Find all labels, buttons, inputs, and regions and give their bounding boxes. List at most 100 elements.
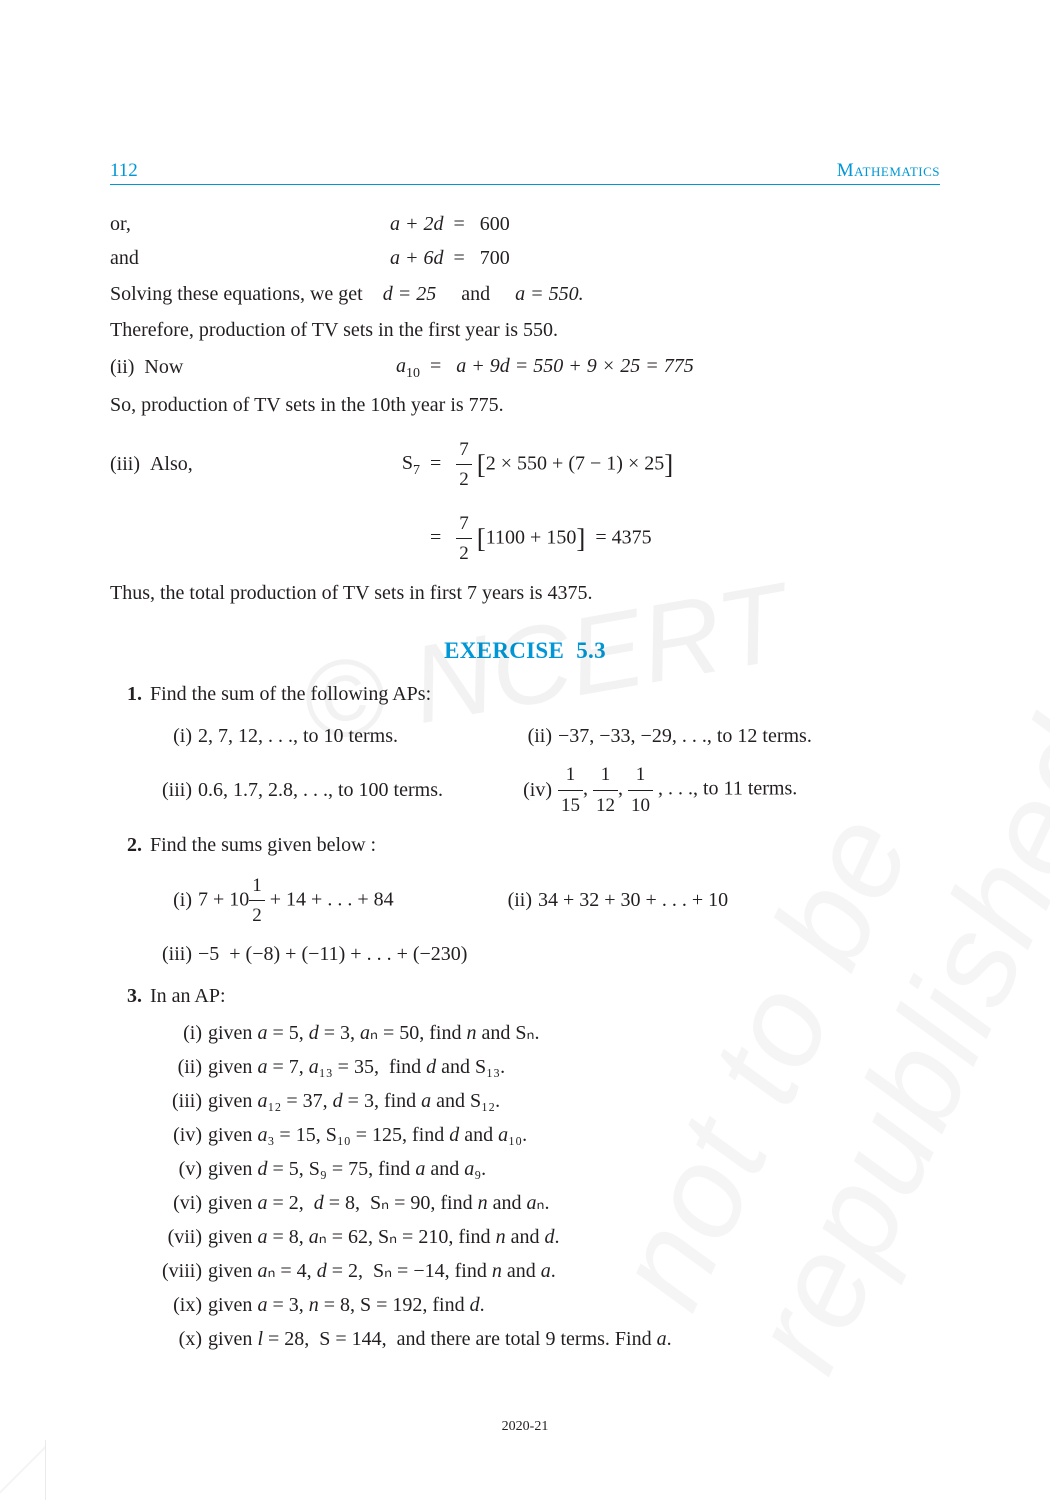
q-number: 3. — [110, 981, 150, 1012]
d-value: d = 25 — [383, 283, 437, 305]
q1-subitems: (i) 2, 7, 12, . . ., to 10 terms. (ii) −… — [148, 716, 940, 824]
denom: 2 — [456, 465, 472, 494]
denom: 10 — [628, 791, 653, 820]
bracket-content: 2 × 550 + (7 − 1) × 25 — [486, 452, 664, 474]
sub-item: (vi)given a = 2, d = 8, Sₙ = 90, find n … — [148, 1188, 868, 1219]
numer: 1 — [249, 871, 265, 901]
eq-label: or, — [110, 209, 390, 240]
equation-line: S7 = 72 [2 × 550 + (7 − 1) × 25] — [390, 435, 673, 495]
eq-rhs: 700 — [480, 247, 510, 269]
sub-text: given l = 28, S = 144, and there are tot… — [208, 1324, 672, 1355]
page-header: 112 Mathematics — [110, 160, 940, 185]
textbook-page: © NCERT not to be republished 112 Mathem… — [0, 0, 1050, 1398]
question-2: 2. Find the sums given below : — [110, 830, 940, 861]
sub-item: (iii) −5 + (−8) + (−11) + . . . + (−230) — [148, 939, 940, 971]
sub-item: (iv) 115, 112, 110 , . . ., to 11 terms. — [508, 760, 868, 820]
exercise-title: EXERCISE 5.3 — [110, 633, 940, 669]
eq-label: (iii) Also, — [110, 449, 390, 480]
numer: 7 — [456, 509, 472, 539]
roman: (ii) — [488, 885, 538, 916]
denom: 2 — [456, 539, 472, 568]
therefore-line: Therefore, production of TV sets in the … — [110, 315, 940, 346]
q2-subitems: (i) 7 + 1012 + 14 + . . . + 84 (ii) 34 +… — [148, 867, 940, 975]
sub-item: (iii) 0.6, 1.7, 2.8, . . ., to 100 terms… — [148, 760, 508, 820]
q-number: 2. — [110, 830, 150, 861]
q-text: In an AP: — [150, 981, 940, 1012]
roman: (i) — [148, 721, 198, 752]
sub-text: 2, 7, 12, . . ., to 10 terms. — [198, 721, 398, 752]
fraction: 72 — [456, 509, 472, 569]
subscript: 7 — [413, 463, 420, 478]
roman: (vii) — [148, 1222, 208, 1253]
equation-line: a + 2d = 600 — [390, 209, 510, 240]
subject-label: Mathematics — [837, 160, 940, 182]
eq-label: (ii) Now — [110, 352, 390, 383]
roman: (iii) — [148, 775, 198, 806]
numer: 1 — [593, 760, 618, 790]
denom: 15 — [558, 791, 583, 820]
page-body: or, a + 2d = 600 and a + 6d = 700 Solvin… — [110, 209, 940, 1355]
text: Solving these equations, we get — [110, 283, 363, 305]
roman: (ii) — [148, 1052, 208, 1083]
question-3: 3. In an AP: — [110, 981, 940, 1012]
sub-text: 0.6, 1.7, 2.8, . . ., to 100 terms. — [198, 775, 443, 806]
sub-item: (i) 2, 7, 12, . . ., to 10 terms. — [148, 720, 508, 752]
eq-label: and — [110, 243, 390, 274]
sub-item: (v)given d = 5, S₉ = 75, find a and a₉. — [148, 1154, 868, 1185]
roman: (ii) — [508, 721, 558, 752]
denom: 12 — [593, 791, 618, 820]
eq-rhs: 600 — [480, 213, 510, 235]
sub-text: 7 + 1012 + 14 + . . . + 84 — [198, 871, 394, 931]
roman: (ix) — [148, 1290, 208, 1321]
roman: (iii) — [148, 939, 198, 970]
bracket-content: 1100 + 150 — [486, 526, 577, 548]
roman: (vi) — [148, 1188, 208, 1219]
equation-line: a10 = a + 9d = 550 + 9 × 25 = 775 — [390, 351, 694, 385]
text: 7 + 10 — [198, 888, 249, 910]
q3-subitems: (i)given a = 5, d = 3, aₙ = 50, find n a… — [110, 1018, 940, 1355]
question-1: 1. Find the sum of the following APs: — [110, 679, 940, 710]
sub-item: (i)given a = 5, d = 3, aₙ = 50, find n a… — [148, 1018, 868, 1049]
sub-item: (iii)given a₁₂ = 37, d = 3, find a and S… — [148, 1086, 868, 1117]
sub-text: given d = 5, S₉ = 75, find a and a₉. — [208, 1154, 486, 1185]
equation-line: = 72 [1100 + 150] = 4375 — [390, 509, 652, 569]
sub-item: (ix)given a = 3, n = 8, S = 192, find d. — [148, 1290, 868, 1321]
numer: 7 — [456, 435, 472, 465]
sub-item: (vii)given a = 8, aₙ = 62, Sₙ = 210, fin… — [148, 1222, 868, 1253]
eq-rhs: a + 9d = 550 + 9 × 25 = 775 — [456, 355, 693, 377]
sub-text: given a = 5, d = 3, aₙ = 50, find n and … — [208, 1018, 539, 1049]
numer: 1 — [558, 760, 583, 790]
roman: (iii) — [148, 1086, 208, 1117]
sub-item: (x)given l = 28, S = 144, and there are … — [148, 1324, 868, 1355]
page-number: 112 — [110, 160, 138, 182]
result: = 4375 — [595, 526, 651, 548]
roman: (i) — [148, 1018, 208, 1049]
roman: (v) — [148, 1154, 208, 1185]
thus-line: Thus, the total production of TV sets in… — [110, 578, 940, 609]
eq-lhs: a — [396, 355, 406, 377]
sub-text: given a = 2, d = 8, Sₙ = 90, find n and … — [208, 1188, 549, 1219]
a-value: a = 550. — [515, 283, 584, 305]
sub-text: given a₃ = 15, S₁₀ = 125, find d and a₁₀… — [208, 1120, 527, 1151]
fraction: 72 — [456, 435, 472, 495]
roman: (i) — [148, 885, 198, 916]
roman: (x) — [148, 1324, 208, 1355]
tail-text: , . . ., to 11 terms. — [658, 778, 797, 800]
roman: (viii) — [148, 1256, 208, 1287]
eq-lhs: S — [402, 452, 413, 474]
sub-text: 115, 112, 110 , . . ., to 11 terms. — [558, 760, 797, 820]
q-text: Find the sum of the following APs: — [150, 679, 940, 710]
text: + 14 + . . . + 84 — [265, 888, 394, 910]
sub-item: (viii)given aₙ = 4, d = 2, Sₙ = −14, fin… — [148, 1256, 868, 1287]
roman: (iv) — [508, 775, 558, 806]
sub-item: (ii)given a = 7, a₁₃ = 35, find d and S₁… — [148, 1052, 868, 1083]
subscript: 10 — [406, 366, 420, 381]
equation-line: a + 6d = 700 — [390, 243, 510, 274]
denom: 2 — [249, 901, 265, 930]
eq-lhs: a + 2d — [390, 213, 444, 235]
sub-text: given a = 3, n = 8, S = 192, find d. — [208, 1290, 485, 1321]
so-line: So, production of TV sets in the 10th ye… — [110, 390, 940, 421]
footer-year: 2020-21 — [0, 1419, 1050, 1435]
sub-item: (i) 7 + 1012 + 14 + . . . + 84 — [148, 871, 488, 931]
eq-lhs: a + 6d — [390, 247, 444, 269]
